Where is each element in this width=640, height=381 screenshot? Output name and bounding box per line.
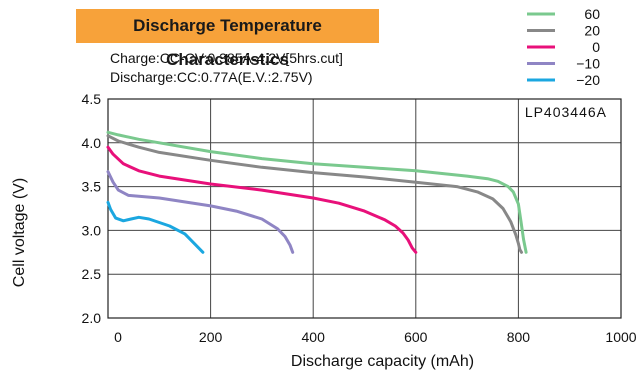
x-axis-label: Discharge capacity (mAh) (291, 353, 474, 370)
legend-label: 0 (592, 39, 600, 55)
y-tick-label: 2.5 (82, 266, 102, 282)
x-tick-label: 200 (199, 329, 223, 345)
legend-label: 60 (584, 6, 600, 22)
legend-label: −10 (576, 56, 600, 72)
discharge-note: Discharge:CC:0.77A(E.V.:2.75V) (110, 69, 313, 85)
x-tick-label: 400 (302, 329, 326, 345)
y-tick-label: 4.0 (82, 135, 102, 151)
series-line-−20 (106, 200, 205, 254)
x-tick-label: 0 (114, 329, 122, 345)
x-tick-label: 800 (507, 329, 531, 345)
y-axis-label: Cell voltage (V) (11, 178, 28, 287)
y-tick-label: 3.5 (82, 179, 102, 195)
legend-label: 20 (584, 23, 600, 39)
x-tick-label: 1000 (605, 329, 636, 345)
model-annotation: LP403446A (525, 104, 607, 120)
y-tick-label: 3.0 (82, 222, 102, 238)
charge-note: Charge:CC-CV:0.385A-4.2V[5hrs.cut] (110, 50, 343, 66)
series-line-20 (106, 134, 523, 254)
series-line-60 (106, 130, 528, 254)
y-tick-label: 2.0 (82, 310, 102, 326)
chart-title-box: Discharge Temperature Characteristics (76, 9, 379, 69)
series-line-−10 (106, 170, 295, 254)
chart-title: Discharge Temperature Characteristics (133, 16, 322, 69)
y-tick-label: 4.5 (82, 91, 102, 107)
legend-label: −20 (576, 72, 600, 88)
plot-frame (107, 98, 622, 319)
series-line-0 (106, 145, 418, 254)
x-tick-label: 600 (404, 329, 428, 345)
